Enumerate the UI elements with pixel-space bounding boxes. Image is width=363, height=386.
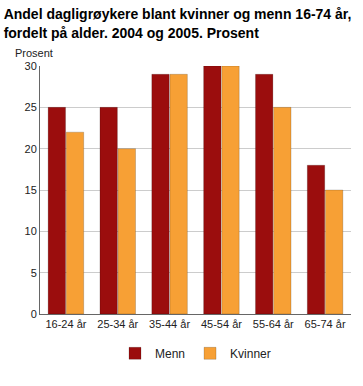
svg-text:Prosent: Prosent xyxy=(15,47,53,59)
svg-text:5: 5 xyxy=(31,267,37,279)
svg-text:10: 10 xyxy=(25,225,37,237)
svg-text:Menn: Menn xyxy=(155,347,185,361)
svg-text:35-44 år: 35-44 år xyxy=(149,318,190,330)
svg-text:15: 15 xyxy=(25,184,37,196)
svg-text:20: 20 xyxy=(25,143,37,155)
svg-text:65-74 år: 65-74 år xyxy=(305,318,346,330)
svg-text:30: 30 xyxy=(25,60,37,72)
svg-text:25-34 år: 25-34 år xyxy=(97,318,138,330)
svg-text:25: 25 xyxy=(25,101,37,113)
svg-text:Andel dagligrøykere blant kvin: Andel dagligrøykere blant kvinner og men… xyxy=(4,6,352,40)
svg-text:45-54 år: 45-54 år xyxy=(201,318,242,330)
svg-text:55-64 år: 55-64 år xyxy=(253,318,294,330)
svg-text:16-24 år: 16-24 år xyxy=(45,318,86,330)
svg-text:0: 0 xyxy=(31,308,37,320)
svg-text:Kvinner: Kvinner xyxy=(230,347,271,361)
